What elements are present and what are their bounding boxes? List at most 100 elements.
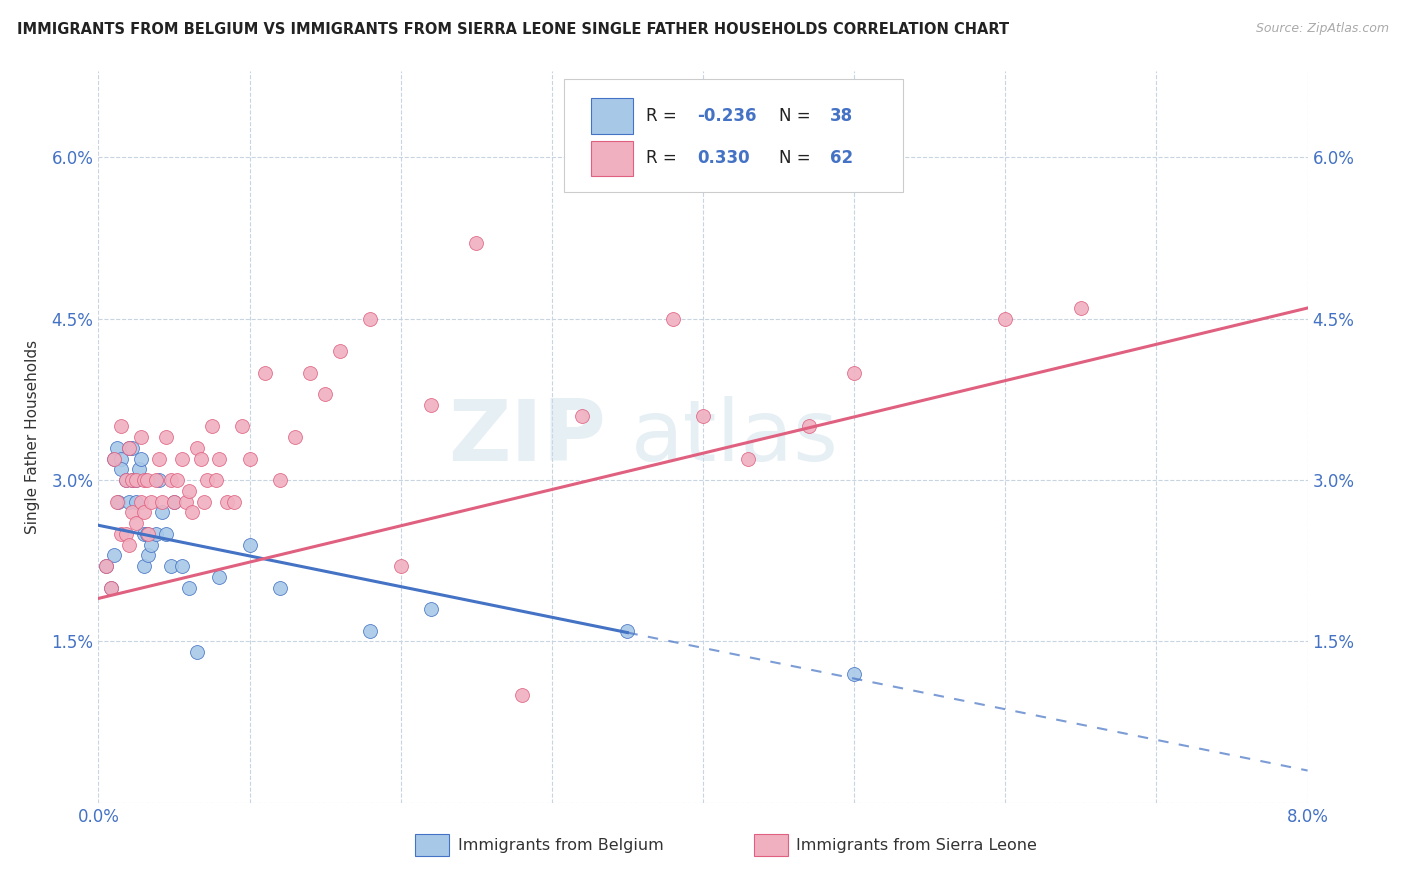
Point — [174, 494, 197, 508]
Point — [201, 419, 224, 434]
Point — [148, 473, 170, 487]
Point — [110, 451, 132, 466]
Point — [118, 441, 141, 455]
Point — [132, 473, 155, 487]
Point — [163, 494, 186, 508]
Point — [181, 505, 204, 519]
Point — [114, 527, 136, 541]
Text: -0.236: -0.236 — [697, 107, 756, 125]
Point — [145, 473, 167, 487]
FancyBboxPatch shape — [591, 141, 633, 176]
Text: N =: N = — [779, 149, 815, 168]
Point — [103, 549, 125, 563]
Point — [103, 451, 125, 466]
Text: ZIP: ZIP — [449, 395, 606, 479]
Point — [179, 581, 201, 595]
Point — [135, 473, 157, 487]
Point — [132, 505, 155, 519]
Point — [420, 602, 443, 616]
FancyBboxPatch shape — [564, 78, 903, 192]
Point — [994, 311, 1017, 326]
Point — [360, 624, 382, 638]
FancyBboxPatch shape — [754, 834, 787, 856]
Point — [299, 366, 322, 380]
Point — [125, 494, 148, 508]
Point — [141, 538, 163, 552]
Point — [208, 451, 231, 466]
Text: IMMIGRANTS FROM BELGIUM VS IMMIGRANTS FROM SIERRA LEONE SINGLE FATHER HOUSEHOLDS: IMMIGRANTS FROM BELGIUM VS IMMIGRANTS FR… — [17, 22, 1010, 37]
Point — [844, 366, 866, 380]
Point — [224, 494, 246, 508]
Point — [105, 494, 128, 508]
Point — [118, 538, 141, 552]
Point — [118, 494, 141, 508]
Point — [160, 473, 183, 487]
Point — [141, 494, 163, 508]
Point — [239, 451, 262, 466]
Point — [145, 527, 167, 541]
Point — [329, 344, 352, 359]
Point — [107, 494, 129, 508]
Point — [844, 666, 866, 681]
Point — [118, 441, 141, 455]
Point — [155, 527, 177, 541]
Point — [661, 311, 683, 326]
Point — [616, 624, 638, 638]
Text: Source: ZipAtlas.com: Source: ZipAtlas.com — [1256, 22, 1389, 36]
Point — [155, 430, 177, 444]
Point — [284, 430, 307, 444]
Point — [465, 236, 488, 251]
Point — [105, 441, 128, 455]
Point — [389, 559, 412, 574]
Point — [231, 419, 253, 434]
Point — [114, 473, 136, 487]
Point — [195, 473, 218, 487]
Text: 0.330: 0.330 — [697, 149, 749, 168]
Point — [132, 527, 155, 541]
Point — [100, 581, 122, 595]
Point — [737, 451, 759, 466]
Point — [129, 451, 152, 466]
Point — [420, 398, 443, 412]
Text: 62: 62 — [830, 149, 853, 168]
Point — [103, 451, 125, 466]
Point — [128, 462, 150, 476]
Point — [797, 419, 820, 434]
Point — [314, 387, 336, 401]
Point — [136, 527, 159, 541]
Point — [132, 559, 155, 574]
Point — [121, 473, 143, 487]
Text: R =: R = — [647, 107, 682, 125]
Point — [160, 559, 183, 574]
Point — [94, 559, 117, 574]
Point — [205, 473, 228, 487]
Point — [150, 494, 173, 508]
Point — [179, 483, 201, 498]
Point — [136, 549, 159, 563]
Point — [253, 366, 276, 380]
Point — [190, 451, 212, 466]
Point — [129, 430, 152, 444]
Point — [170, 559, 193, 574]
Point — [121, 505, 143, 519]
FancyBboxPatch shape — [415, 834, 449, 856]
Point — [571, 409, 593, 423]
Point — [110, 419, 132, 434]
Point — [170, 451, 193, 466]
Point — [360, 311, 382, 326]
Text: Immigrants from Sierra Leone: Immigrants from Sierra Leone — [796, 838, 1038, 853]
FancyBboxPatch shape — [591, 98, 633, 134]
Text: 38: 38 — [830, 107, 853, 125]
Point — [166, 473, 188, 487]
Point — [125, 473, 148, 487]
Point — [193, 494, 215, 508]
Point — [110, 462, 132, 476]
Point — [150, 505, 173, 519]
Point — [208, 570, 231, 584]
Point — [114, 473, 136, 487]
Point — [121, 473, 143, 487]
Point — [94, 559, 117, 574]
Point — [692, 409, 714, 423]
Text: atlas: atlas — [630, 395, 838, 479]
Text: Immigrants from Belgium: Immigrants from Belgium — [457, 838, 664, 853]
